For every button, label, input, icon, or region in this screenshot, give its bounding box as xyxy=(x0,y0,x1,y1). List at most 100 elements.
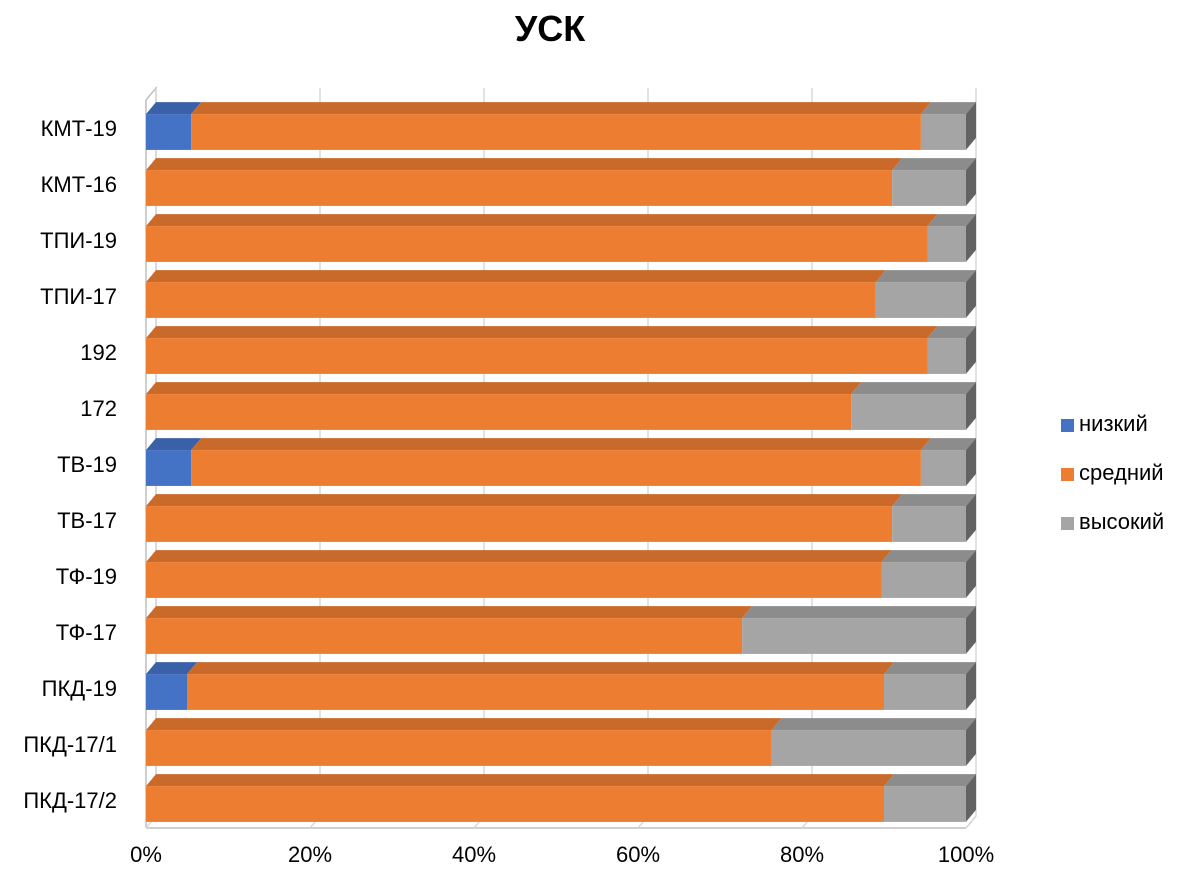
bar-segment xyxy=(881,550,976,598)
bar-front-face xyxy=(927,226,966,262)
bar-segment xyxy=(187,662,894,710)
bar-front-face xyxy=(191,450,921,486)
x-tick-label: 100% xyxy=(938,842,994,867)
bar-segment xyxy=(146,158,903,206)
bar-top-face xyxy=(927,326,976,339)
y-tick-label: ПКД-17/2 xyxy=(23,788,117,813)
y-tick-label: ТФ-17 xyxy=(56,620,117,645)
bar-segment xyxy=(146,102,202,150)
bar-front-face xyxy=(146,562,882,598)
bar-segment xyxy=(146,270,886,318)
bar-front-face xyxy=(146,394,852,430)
bar-front-face xyxy=(884,786,966,822)
bar-front-face xyxy=(146,282,876,318)
bar-front-face xyxy=(146,170,893,206)
y-tick-label: ПКД-19 xyxy=(42,676,117,701)
legend-label: средний xyxy=(1079,460,1164,485)
bar-side-face xyxy=(966,382,976,430)
bar-side-face xyxy=(966,606,976,654)
bar-segment xyxy=(146,494,903,542)
bar-top-face xyxy=(771,718,976,731)
bar-side-face xyxy=(966,102,976,150)
y-tick-label: КМТ-19 xyxy=(41,116,117,141)
bar-front-face xyxy=(851,394,966,430)
bar-segment xyxy=(146,606,753,654)
bar-top-face xyxy=(881,550,976,563)
bar-top-face xyxy=(146,326,938,339)
bar-segment xyxy=(146,214,938,262)
bar-segment xyxy=(146,438,202,486)
bar-segment xyxy=(875,270,976,318)
y-tick-label: ПКД-17/1 xyxy=(23,732,117,757)
bar-top-face xyxy=(146,214,938,227)
bar-top-face xyxy=(146,158,903,171)
bars xyxy=(146,102,976,822)
y-tick-label: ТФ-19 xyxy=(56,564,117,589)
bar-front-face xyxy=(146,786,884,822)
bar-top-face xyxy=(920,102,976,115)
bar-top-face xyxy=(875,270,976,283)
bar-segment xyxy=(892,494,976,542)
chart-title: УСК xyxy=(514,8,586,49)
gridline-floor xyxy=(965,815,977,829)
bar-segment xyxy=(742,606,976,654)
bar-segment xyxy=(927,214,976,262)
bar-top-face xyxy=(187,662,894,675)
bar-front-face xyxy=(927,338,966,374)
bar-top-face xyxy=(146,718,782,731)
bar-front-face xyxy=(920,450,966,486)
bar-side-face xyxy=(966,774,976,822)
bar-side-face xyxy=(966,214,976,262)
bar-front-face xyxy=(892,170,966,206)
x-tick-label: 60% xyxy=(616,842,660,867)
bar-front-face xyxy=(146,226,928,262)
bar-segment xyxy=(771,718,976,766)
bar-segment xyxy=(146,718,782,766)
legend-swatch xyxy=(1061,517,1074,530)
bar-front-face xyxy=(920,114,966,150)
bar-segment xyxy=(892,158,976,206)
legend-label: низкий xyxy=(1079,411,1148,436)
bar-top-face xyxy=(892,158,976,171)
bar-top-face xyxy=(146,494,903,507)
bar-segment xyxy=(146,774,894,822)
bar-top-face xyxy=(884,662,976,675)
bar-side-face xyxy=(966,718,976,766)
bar-front-face xyxy=(892,506,966,542)
bar-segment xyxy=(146,382,862,430)
y-tick-label: 192 xyxy=(80,340,117,365)
bar-front-face xyxy=(146,114,192,150)
bar-top-face xyxy=(892,494,976,507)
bar-front-face xyxy=(187,674,884,710)
bar-side-face xyxy=(966,494,976,542)
bar-top-face xyxy=(851,382,976,395)
bar-segment xyxy=(851,382,976,430)
bar-side-face xyxy=(966,438,976,486)
bar-top-face xyxy=(191,102,931,115)
bar-side-face xyxy=(966,550,976,598)
bar-top-face xyxy=(742,606,976,619)
bar-front-face xyxy=(146,506,893,542)
bar-side-face xyxy=(966,158,976,206)
bar-segment xyxy=(191,438,931,486)
bar-side-face xyxy=(966,270,976,318)
bar-front-face xyxy=(146,338,928,374)
bar-top-face xyxy=(146,382,862,395)
y-tick-label: ТВ-17 xyxy=(57,508,117,533)
bar-front-face xyxy=(881,562,966,598)
bar-front-face xyxy=(742,618,966,654)
legend-swatch xyxy=(1061,419,1074,432)
y-tick-label: ТПИ-17 xyxy=(40,284,117,309)
bar-front-face xyxy=(146,450,192,486)
y-tick-label: ТПИ-19 xyxy=(40,228,117,253)
bar-front-face xyxy=(884,674,966,710)
bar-top-face xyxy=(920,438,976,451)
bar-top-face xyxy=(146,606,753,619)
bar-front-face xyxy=(875,282,966,318)
bar-segment xyxy=(884,774,976,822)
legend: низкий средний высокий xyxy=(1061,411,1164,534)
legend-label: высокий xyxy=(1079,509,1164,534)
x-tick-label: 40% xyxy=(452,842,496,867)
bar-segment xyxy=(146,550,892,598)
